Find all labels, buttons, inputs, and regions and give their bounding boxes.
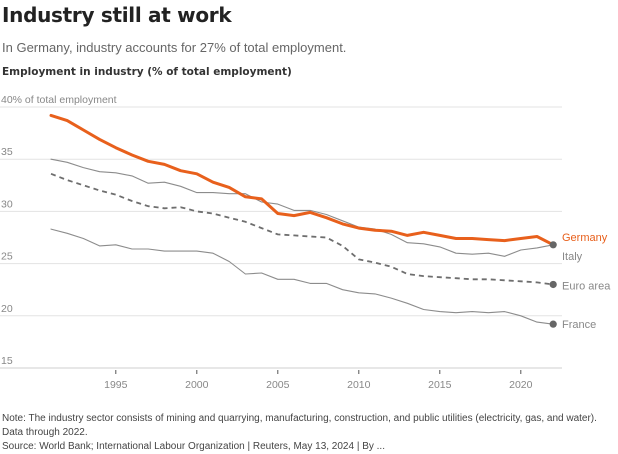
y-axis: 15 20 25 30 35 40% of total employment [1, 94, 117, 367]
series-label-germany: Germany [562, 232, 608, 244]
y-tick-label: 35 [1, 146, 13, 158]
y-tick-label: 30 [1, 198, 13, 210]
line-chart: 15 20 25 30 35 40% of total employment 1995 20… [0, 94, 611, 391]
x-tick-label: 2015 [428, 379, 452, 391]
x-tick-label: 2000 [185, 379, 209, 391]
data-through-text: Data through 2022. [2, 427, 88, 438]
series-label-euro-area: Euro area [562, 280, 611, 292]
x-axis: 1995 2000 2005 2010 2015 2020 [104, 370, 533, 391]
series-line-euro-area [50, 172, 554, 286]
series-labels: Germany Italy Euro area France [549, 232, 611, 331]
end-marker-france [549, 320, 557, 328]
y-tick-label: 40% of total employment [1, 94, 117, 106]
series-line-germany [49, 113, 555, 247]
chart-heading: Employment in industry (% of total emplo… [2, 66, 292, 78]
x-tick-label: 1995 [104, 379, 128, 391]
series-line-italy [50, 158, 554, 257]
gridlines [0, 106, 562, 369]
series-label-italy: Italy [562, 251, 583, 263]
x-tick-label: 2005 [266, 379, 290, 391]
series-lines [49, 113, 555, 325]
y-tick-label: 20 [1, 303, 13, 315]
series-line-france [50, 228, 554, 325]
x-tick-label: 2010 [347, 379, 371, 391]
x-tick-label: 2020 [509, 379, 533, 391]
end-marker-euro-area [549, 280, 557, 289]
footnote: Note: The industry sector consists of mi… [2, 412, 612, 454]
y-tick-label: 15 [1, 355, 13, 367]
chart-subtitle: In Germany, industry accounts for 27% of… [2, 40, 347, 55]
note-text: Note: The industry sector consists of mi… [2, 413, 597, 424]
source-text: Source: World Bank; International Labour… [2, 441, 385, 452]
chart-title-main: Industry still at work [2, 3, 232, 27]
series-label-france: France [562, 319, 596, 331]
y-tick-label: 25 [1, 251, 13, 263]
end-marker-italy [549, 241, 557, 249]
